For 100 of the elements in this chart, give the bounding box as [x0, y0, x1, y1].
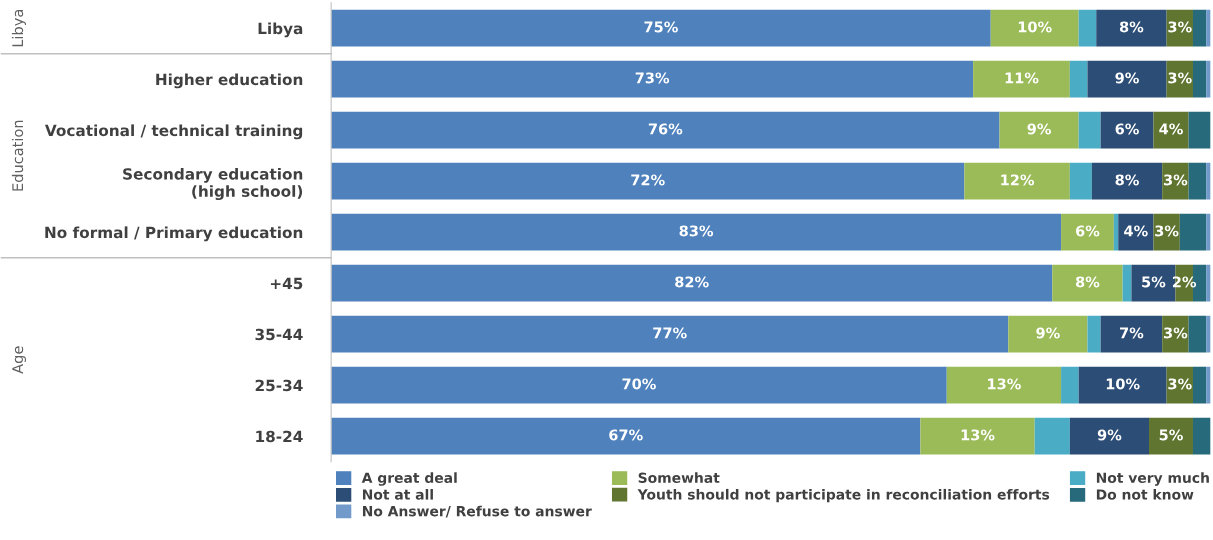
bar	[331, 366, 947, 404]
bar	[920, 417, 1035, 455]
data-label: 67%	[609, 429, 643, 441]
data-label: 70%	[622, 378, 656, 390]
legend-label: No Answer/ Refuse to answer	[362, 505, 592, 518]
bar	[1113, 213, 1119, 251]
bar	[331, 60, 974, 98]
data-label: 8%	[1119, 21, 1144, 33]
y-tick-label: Vocational / technical training	[44, 124, 303, 140]
bar	[1192, 60, 1207, 98]
data-label: 4%	[1159, 123, 1183, 135]
bar	[1118, 213, 1154, 251]
data-label: 72%	[631, 174, 665, 186]
bar	[964, 162, 1070, 200]
bar	[1078, 9, 1097, 47]
bar	[1153, 213, 1180, 251]
bar	[1206, 264, 1211, 302]
data-label: 9%	[1027, 123, 1051, 135]
bar	[999, 111, 1079, 149]
bar	[331, 9, 991, 47]
data-label: 77%	[653, 327, 687, 339]
data-label: 13%	[988, 378, 1021, 390]
legend-label: A great deal	[361, 472, 457, 486]
bar	[1061, 213, 1114, 251]
data-label: 7%	[1120, 327, 1144, 339]
text: Libya	[11, 10, 27, 47]
bar	[1188, 315, 1207, 353]
bar	[1162, 162, 1189, 200]
bar	[331, 417, 921, 455]
bar	[1206, 60, 1211, 98]
bar	[1188, 162, 1207, 200]
data-label: 9%	[1036, 327, 1060, 339]
bar	[1061, 366, 1079, 404]
bar	[1034, 417, 1070, 455]
bar	[946, 366, 1062, 404]
bar	[1162, 315, 1189, 353]
bar	[1179, 213, 1207, 251]
y-tick-label: Libya	[258, 22, 303, 38]
data-label: 83%	[679, 225, 714, 237]
data-label: 13%	[961, 429, 995, 441]
bar	[1192, 366, 1207, 404]
y-tick-label: 25-34	[255, 379, 303, 392]
bar	[1192, 9, 1207, 47]
data-label: 6%	[1115, 123, 1139, 135]
y-tick-label: Higher education	[156, 73, 303, 89]
bar	[331, 213, 1062, 251]
data-label: 76%	[648, 123, 683, 135]
data-label: 3%	[1168, 21, 1192, 33]
data-label: 8%	[1115, 174, 1139, 186]
bar	[1069, 417, 1150, 455]
bar	[973, 60, 1070, 98]
data-label: 5%	[1142, 276, 1166, 288]
y-tick-label: Secondary education (high school)	[123, 167, 303, 201]
bar	[1206, 366, 1211, 404]
bar	[1153, 111, 1189, 149]
legend-label: Do not know	[1096, 489, 1194, 500]
bar	[1008, 315, 1088, 353]
data-label: 10%	[1018, 21, 1052, 33]
bar	[1206, 9, 1211, 47]
bar	[1078, 366, 1167, 404]
bar	[331, 162, 965, 200]
data-label: 10%	[1106, 378, 1140, 390]
y-tick-label: 18-24	[256, 430, 303, 443]
data-label: 6%	[1075, 225, 1100, 237]
bar	[1149, 417, 1193, 455]
bar	[1122, 264, 1132, 302]
legend-label: Somewhat	[638, 472, 720, 484]
data-label: 12%	[1001, 174, 1035, 186]
data-label: 9%	[1115, 72, 1139, 84]
bar	[1069, 60, 1088, 98]
bar	[331, 264, 1053, 302]
bar	[1069, 162, 1092, 200]
data-label: 3%	[1168, 378, 1192, 390]
legend-label: Youth should not participate in reconciliation efforts	[637, 488, 1050, 503]
bar	[331, 315, 1009, 353]
legend-label: Not very much	[1096, 472, 1209, 486]
bar	[1192, 417, 1211, 455]
data-label: 4%	[1124, 225, 1148, 237]
data-label: 5%	[1159, 429, 1183, 441]
bar	[1188, 111, 1211, 149]
y-tick-label: No formal / Primary education	[45, 226, 303, 242]
bar	[1091, 162, 1163, 200]
data-label: 8%	[1075, 276, 1100, 288]
y-tick-label: +45	[270, 277, 303, 290]
data-label: 3%	[1155, 225, 1179, 237]
text: Education	[11, 120, 24, 191]
bar	[1206, 213, 1211, 251]
y-tick-label: 35-44	[255, 328, 303, 341]
data-label: 3%	[1168, 72, 1192, 84]
data-label: 3%	[1163, 174, 1188, 186]
data-label: 9%	[1097, 429, 1122, 441]
bar	[1206, 162, 1211, 200]
legend-label: Not at all	[362, 489, 433, 500]
bar	[331, 111, 1000, 149]
data-label: 73%	[635, 72, 670, 84]
bar	[1052, 264, 1123, 302]
bar	[1100, 111, 1154, 149]
bar	[1100, 315, 1163, 353]
bar	[1096, 9, 1167, 47]
data-label: 2%	[1172, 276, 1197, 288]
